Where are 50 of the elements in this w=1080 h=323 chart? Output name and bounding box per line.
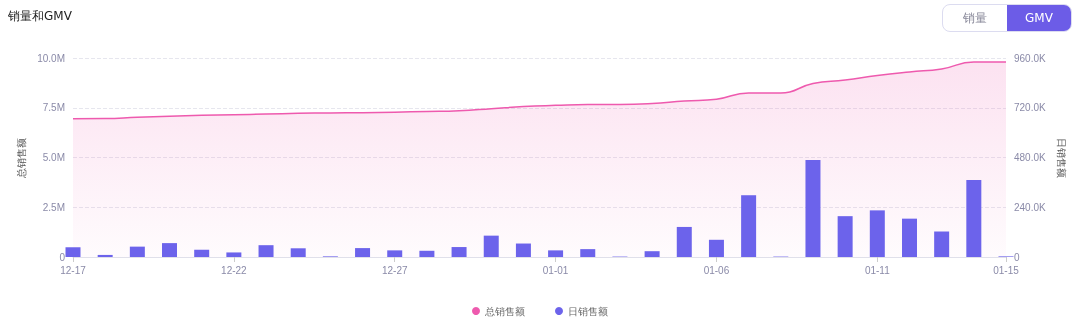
y-axis-title: 总销售额: [15, 137, 27, 179]
x-tick-label: 12-22: [221, 264, 248, 276]
legend-label: 日销售额: [568, 305, 608, 317]
y-tick-label: 0: [59, 251, 66, 263]
x-tick-label: 01-11: [864, 264, 891, 276]
bar: [548, 250, 564, 257]
bar: [837, 216, 853, 257]
bar: [97, 254, 113, 257]
bar: [226, 252, 242, 257]
y-tick-label: 7.5M: [42, 102, 65, 114]
y2-axis-title: 日销售额: [1056, 137, 1068, 178]
bar: [194, 249, 210, 257]
x-tick-label: 01-06: [703, 264, 730, 276]
bar: [419, 250, 435, 257]
legend-label: 总销售额: [484, 305, 525, 317]
y2-tick-label: 480.0K: [1014, 152, 1047, 163]
bar: [65, 247, 81, 257]
y-tick-label: 5.0M: [42, 152, 65, 163]
bar: [580, 249, 596, 257]
toggle-button[interactable]: 销量: [943, 5, 1007, 31]
x-tick-label: 01-15: [993, 264, 1020, 276]
bar: [515, 243, 531, 257]
bar: [162, 243, 178, 257]
bar: [290, 248, 306, 257]
bar: [805, 159, 821, 257]
x-tick-label: 12-27: [381, 264, 408, 276]
toggle-button[interactable]: GMV: [1007, 5, 1071, 31]
bar: [387, 250, 403, 257]
bar: [129, 246, 145, 257]
bar: [901, 218, 917, 257]
y-tick-label: 2.5M: [42, 201, 65, 213]
y2-tick-label: 0: [1014, 251, 1020, 263]
y-tick-label: 10.0M: [37, 52, 65, 64]
bar: [355, 248, 371, 257]
bar: [741, 195, 757, 257]
y2-tick-label: 960.0K: [1014, 52, 1047, 64]
x-tick-label: 01-01: [542, 264, 569, 276]
bar: [966, 180, 982, 257]
bar: [708, 239, 724, 257]
bar: [644, 251, 660, 257]
bar: [258, 245, 274, 257]
x-tick-label: 12-17: [60, 264, 87, 276]
chart-title: 销量和GMV: [8, 8, 72, 25]
bar: [934, 231, 950, 257]
bar: [483, 235, 499, 257]
y2-tick-label: 240.0K: [1014, 201, 1047, 213]
bar: [869, 210, 885, 257]
y2-tick-label: 720.0K: [1014, 102, 1047, 114]
bar: [676, 226, 692, 257]
bar: [451, 247, 467, 257]
